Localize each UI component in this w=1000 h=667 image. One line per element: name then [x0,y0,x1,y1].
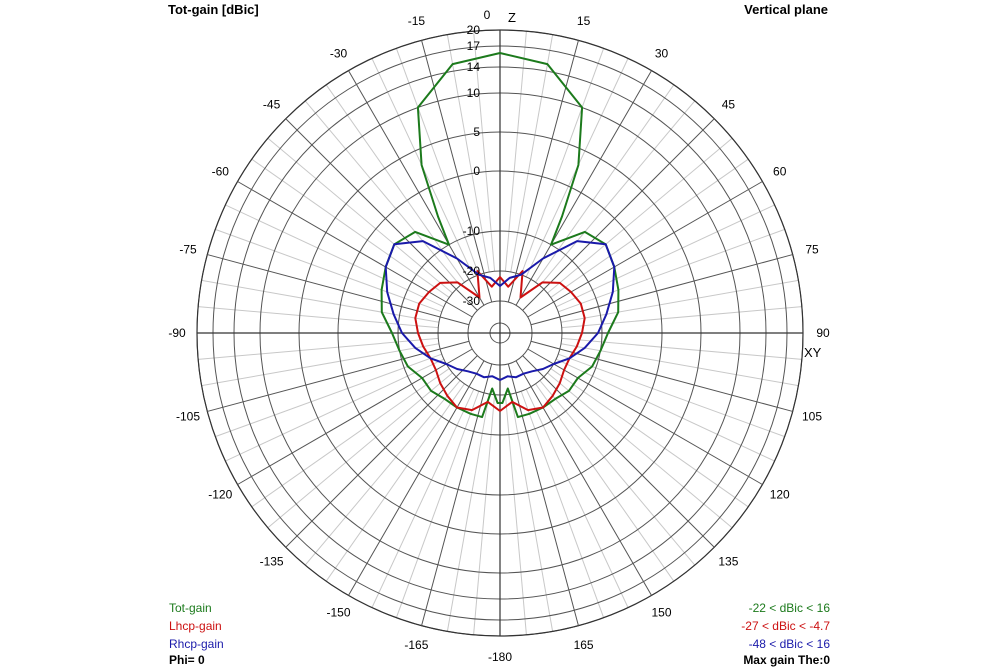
spoke-285 [207,254,470,326]
horizon-axis-label: XY [804,345,822,360]
spoke-165 [507,363,579,626]
spoke-300 [237,181,473,318]
angle-tick-label: 15 [577,14,591,28]
minor-spoke [325,383,465,582]
spoke-105 [530,340,793,412]
angle-tick-label: 90 [816,326,830,340]
radial-tick-label: -20 [463,264,481,278]
minor-spoke [535,383,675,582]
angle-tick-label: -165 [404,638,428,652]
minor-spoke [547,137,733,294]
angle-tick-label: 75 [805,242,819,256]
minor-spoke [547,372,733,529]
spoke-240 [237,348,473,485]
radial-tick-labels: 20 17 14 10 5 0 -10 -20 -30 [463,23,481,308]
minor-spoke [371,388,475,608]
legend-rhcp-range: -48 < dBic < 16 [748,637,830,651]
spoke-135 [522,355,715,548]
phi-label: Phi= 0 [169,653,205,667]
max-gain-label: Max gain The:0 [743,653,830,667]
angle-tick-label: -75 [179,242,197,256]
legend-lhcp-gain: Lhcp-gain [169,619,222,633]
gain-traces [380,52,620,419]
radial-tick-label: 0 [473,164,480,178]
angle-tick-label: -30 [330,46,348,60]
angle-tick-label: 105 [802,410,822,424]
angle-spokes [207,40,793,626]
angle-tick-label: 30 [655,46,669,60]
radial-tick-label: 20 [467,23,481,37]
chart-title: Tot-gain [dBic] [168,2,259,17]
minor-spoke [520,391,605,618]
radial-tick-label: 5 [473,125,480,139]
spoke-315 [285,118,478,311]
spoke-210 [348,360,485,596]
angle-tick-label: 150 [651,606,671,620]
spoke-150 [515,360,652,596]
minor-spoke [251,368,450,508]
minor-spoke [555,358,775,462]
spoke-30 [515,70,652,306]
radial-tick-label: 17 [467,39,481,53]
spoke-345 [421,40,493,303]
angle-tick-label: -105 [176,410,200,424]
legend-rhcp-gain: Rhcp-gain [169,637,224,651]
minor-spoke [555,204,775,308]
angle-tick-labels: 0 153045607590105120135150165-180-165-150… [168,8,830,664]
main-axes [197,30,803,636]
angle-tick-label: -45 [263,98,281,112]
minor-spoke [225,358,445,462]
spoke-255 [207,340,470,412]
minor-spoke [215,228,442,313]
angle-tick-label: 60 [773,165,787,179]
spoke-330 [348,70,485,306]
radial-tick-label: -30 [463,294,481,308]
plane-label: Vertical plane [744,2,828,17]
zenith-axis-label: Z [508,10,516,25]
radial-tick-label: 14 [467,60,481,74]
minor-spoke [395,391,480,618]
radial-tick-label: -10 [463,224,481,238]
legend-tot-range: -22 < dBic < 16 [748,601,830,615]
angle-tick-label: -180 [488,650,512,664]
minor-spoke [304,100,461,286]
minor-spoke [251,158,450,298]
minor-spoke [304,380,461,566]
angle-tick-label: 135 [718,554,738,568]
spoke-75 [530,254,793,326]
angle-tick-label: -120 [208,488,232,502]
spoke-120 [527,348,763,485]
legend-tot-gain: Tot-gain [169,601,212,615]
spoke-225 [285,355,478,548]
minor-spoke [267,137,453,294]
angle-tick-label: -150 [326,606,350,620]
spoke-60 [527,181,763,318]
angle-tick-label: -15 [408,14,426,28]
angle-tick-label: 120 [770,488,790,502]
angle-tick-label: -135 [260,554,284,568]
legend-lhcp-range: -27 < dBic < -4.7 [741,619,830,633]
minor-spoke [525,388,629,608]
lhcp-gain-trace [414,270,586,412]
minor-spoke [550,158,749,298]
minor-spoke [225,204,445,308]
minor-spoke [550,368,749,508]
minor-spoke [539,100,696,286]
angle-tick-label: -90 [168,326,186,340]
angle-tick-label: -60 [212,165,230,179]
radial-tick-label: 10 [467,86,481,100]
angle-tick-label: 45 [722,98,736,112]
minor-spoke [267,372,453,529]
angle-tick-label: 165 [574,638,594,652]
angle-tick-label: 0 [484,8,491,22]
rhcp-gain-trace [384,240,616,381]
spoke-15 [507,40,579,303]
minor-spoke [539,380,696,566]
spoke-195 [421,363,493,626]
spoke-45 [522,118,715,311]
minor-spoke [558,228,785,313]
